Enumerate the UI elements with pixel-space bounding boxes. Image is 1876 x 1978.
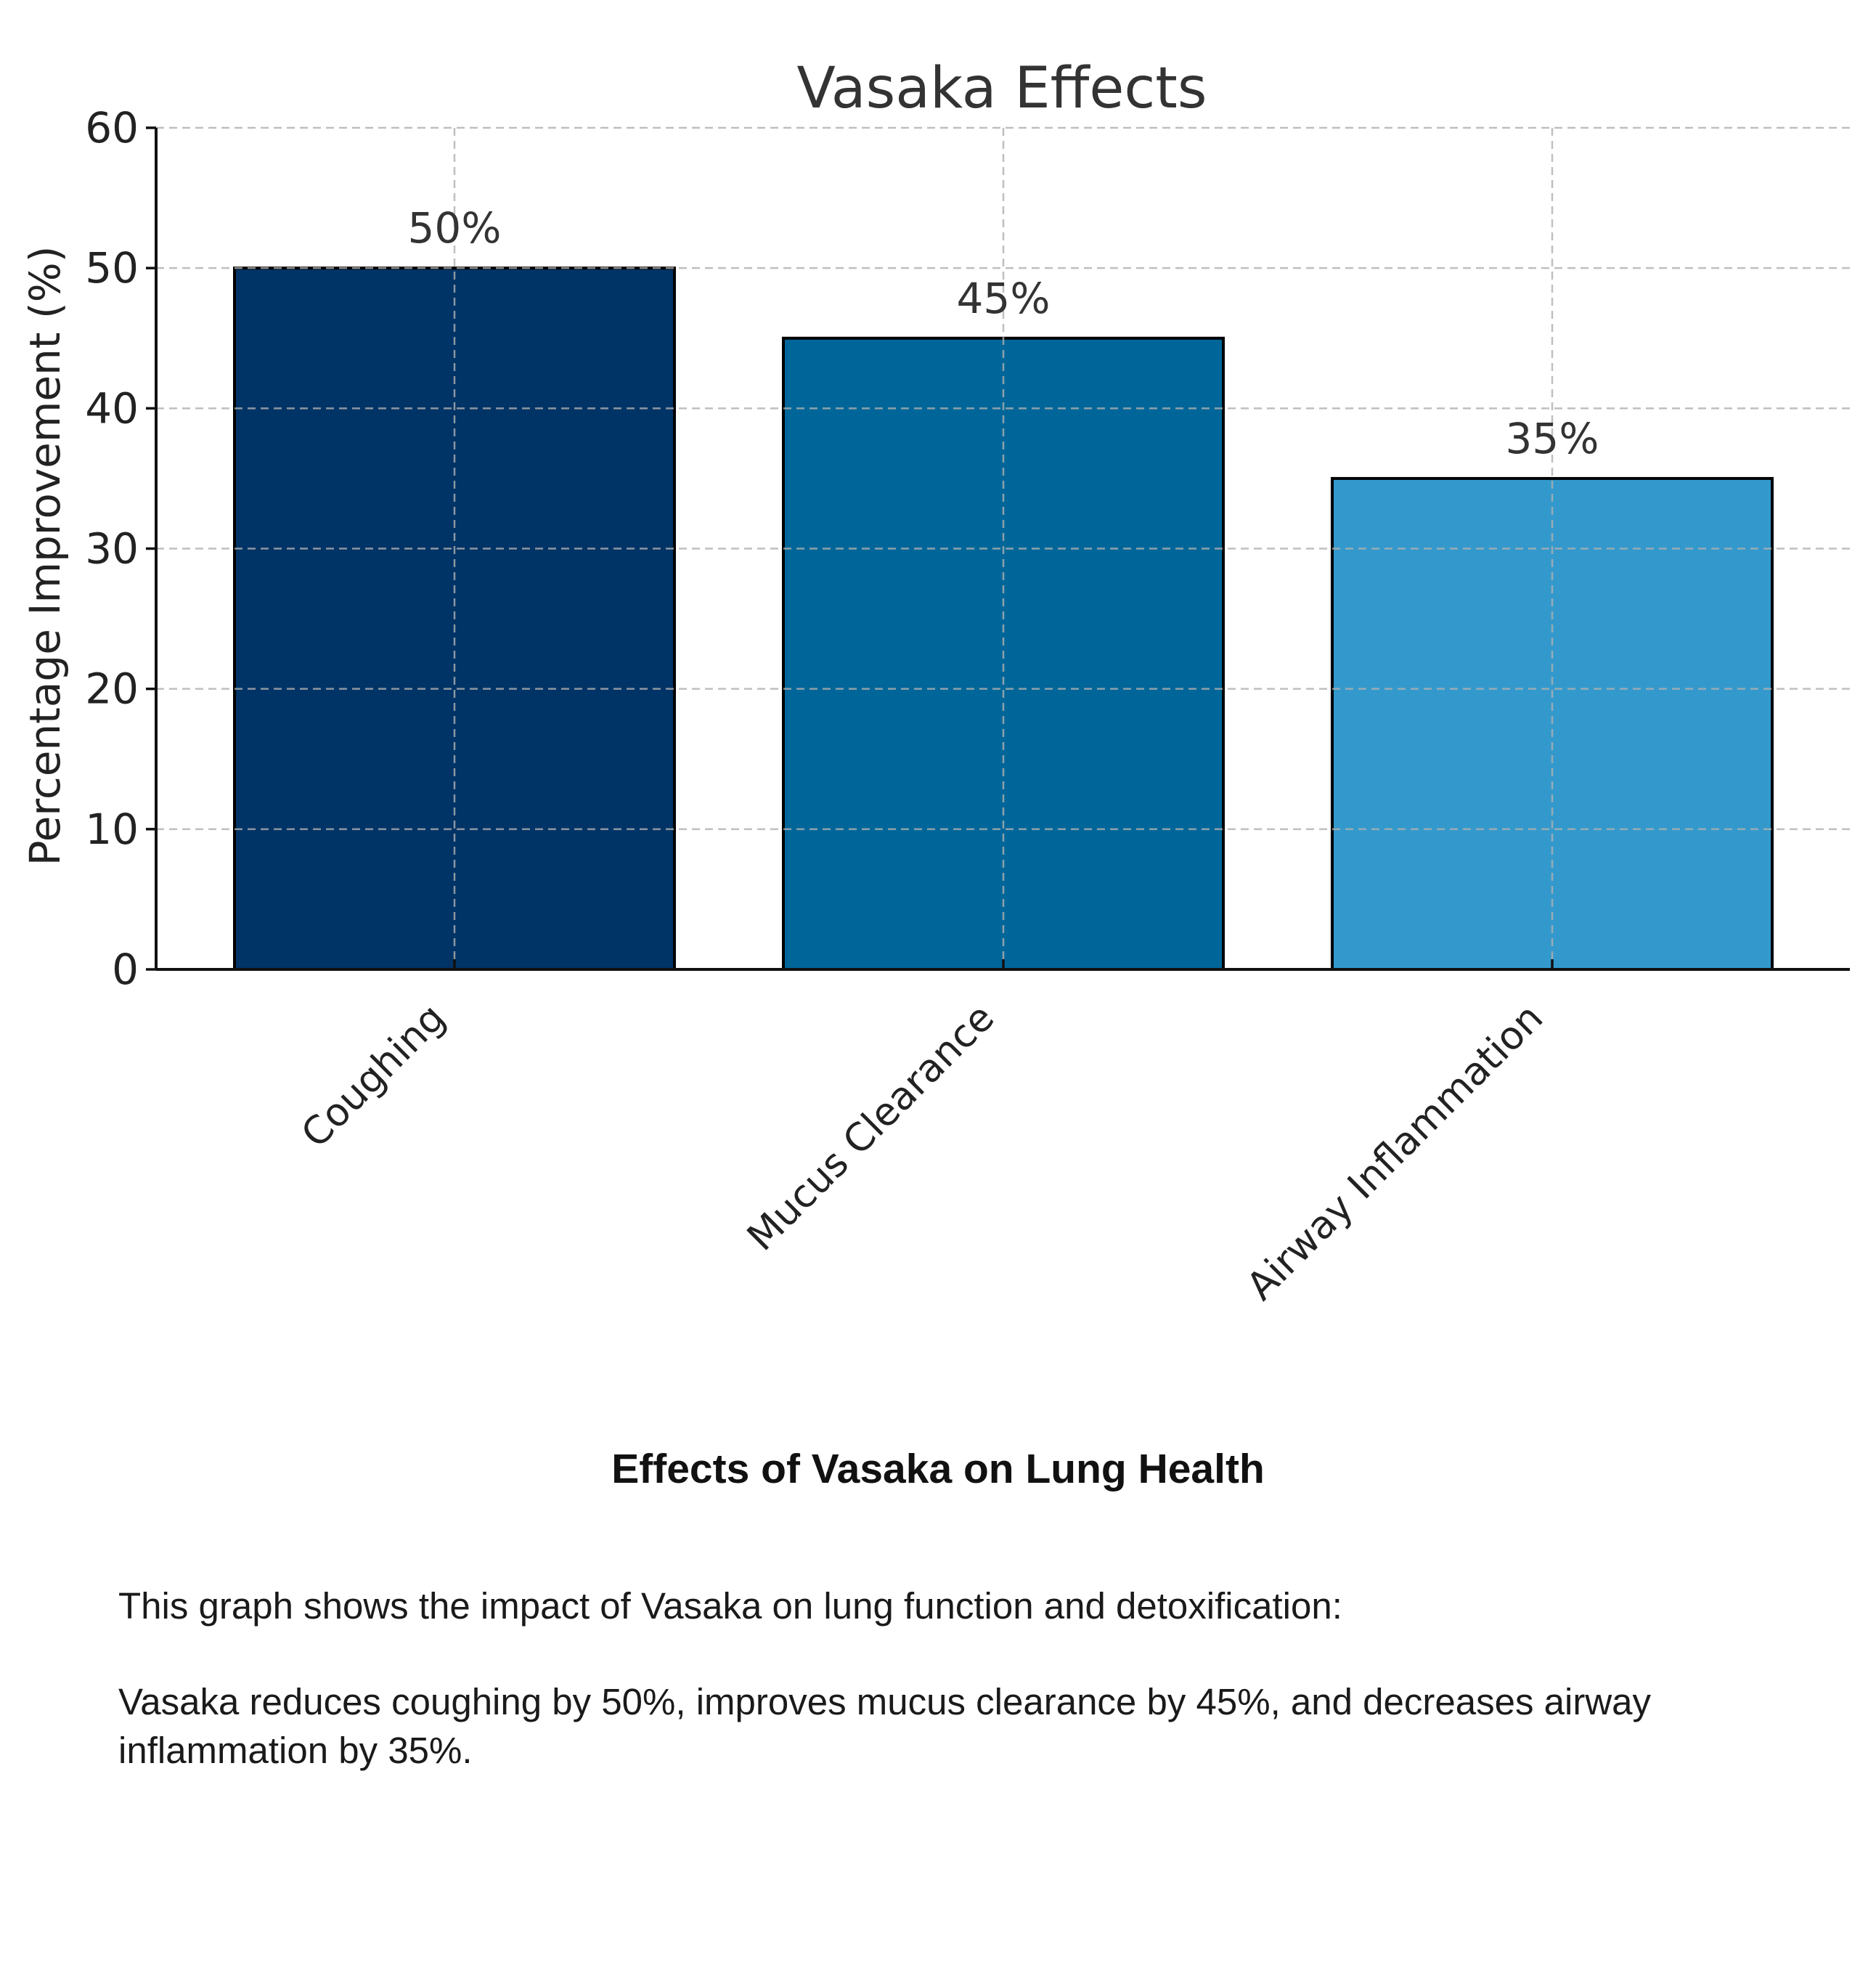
data-label: 45% bbox=[957, 274, 1051, 323]
chart-title: Vasaka Effects bbox=[796, 56, 1207, 121]
caption-intro: This graph shows the impact of Vasaka on… bbox=[118, 1585, 1342, 1627]
y-tick-label: 30 bbox=[85, 524, 139, 574]
caption-summary: Vasaka reduces coughing by 50%, improves… bbox=[118, 1681, 1652, 1771]
data-label: 50% bbox=[408, 203, 502, 253]
y-tick-label: 40 bbox=[85, 383, 139, 433]
y-axis-label: Percentage Improvement (%) bbox=[20, 246, 70, 866]
y-tick-label: 10 bbox=[85, 805, 139, 854]
x-tick-label: Coughing bbox=[293, 996, 454, 1156]
data-label: 35% bbox=[1506, 414, 1599, 463]
y-tick-label: 50 bbox=[85, 243, 139, 293]
bar-chart: Vasaka Effects 0 10 20 30 40 50 60 Coughing Mucus… bbox=[20, 56, 1850, 1309]
caption-title: Effects of Vasaka on Lung Health bbox=[611, 1446, 1265, 1492]
y-tick-label: 0 bbox=[112, 945, 139, 994]
x-tick-label: Airway Inflammation bbox=[1239, 996, 1551, 1309]
x-tick-label: Mucus Clearance bbox=[739, 996, 1003, 1259]
y-tick-label: 20 bbox=[85, 664, 139, 714]
caption-block: Effects of Vasaka on Lung Health This gr… bbox=[0, 1445, 1876, 1775]
y-tick-label: 60 bbox=[85, 103, 139, 152]
chart-container: Vasaka Effects 0 10 20 30 40 50 60 Coughing Mucus… bbox=[20, 56, 1850, 1309]
